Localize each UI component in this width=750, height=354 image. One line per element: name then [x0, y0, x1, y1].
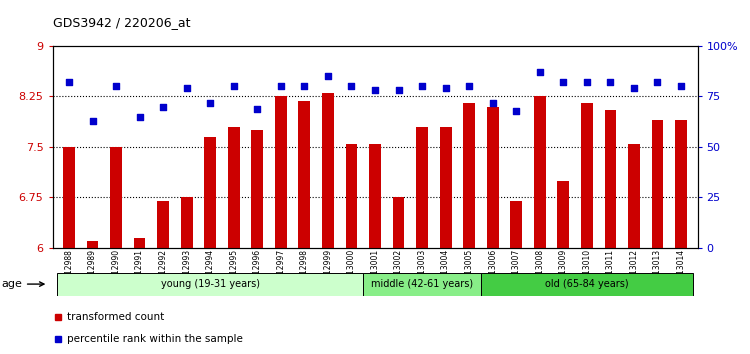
Point — [557, 80, 569, 85]
Bar — [581, 103, 592, 248]
Point — [274, 84, 286, 89]
Point — [534, 69, 546, 75]
Text: middle (42-61 years): middle (42-61 years) — [371, 279, 473, 289]
Text: percentile rank within the sample: percentile rank within the sample — [67, 334, 242, 344]
Point — [251, 106, 263, 112]
Point — [298, 84, 310, 89]
Bar — [534, 97, 546, 248]
Bar — [510, 201, 522, 248]
Point — [416, 84, 428, 89]
Bar — [298, 101, 310, 248]
Bar — [557, 181, 569, 248]
Bar — [628, 144, 640, 248]
Point — [464, 84, 476, 89]
Bar — [363, 273, 481, 296]
Bar — [110, 147, 122, 248]
Point — [580, 80, 592, 85]
Point — [110, 84, 122, 89]
Bar — [416, 127, 428, 248]
Text: age: age — [1, 279, 44, 289]
Bar — [675, 120, 687, 248]
Bar — [346, 144, 357, 248]
Bar — [134, 238, 146, 248]
Point — [228, 84, 240, 89]
Point — [86, 118, 98, 124]
Point — [510, 108, 522, 113]
Point — [440, 86, 452, 91]
Bar — [481, 273, 693, 296]
Bar — [487, 107, 499, 248]
Bar — [604, 110, 616, 248]
Bar — [204, 137, 216, 248]
Point — [346, 84, 358, 89]
Bar — [440, 127, 452, 248]
Point — [392, 87, 404, 93]
Point — [628, 86, 640, 91]
Text: GDS3942 / 220206_at: GDS3942 / 220206_at — [53, 16, 190, 29]
Point — [134, 114, 146, 119]
Point — [158, 104, 170, 109]
Point — [322, 73, 334, 79]
Bar — [464, 103, 475, 248]
Bar — [57, 273, 363, 296]
Bar — [158, 201, 169, 248]
Bar — [652, 120, 663, 248]
Text: young (19-31 years): young (19-31 years) — [160, 279, 260, 289]
Text: old (65-84 years): old (65-84 years) — [545, 279, 628, 289]
Bar — [369, 144, 381, 248]
Point — [604, 80, 616, 85]
Bar — [393, 198, 404, 248]
Point — [487, 100, 499, 105]
Bar — [322, 93, 334, 248]
Bar — [181, 198, 193, 248]
Bar — [87, 241, 98, 248]
Point — [63, 80, 75, 85]
Bar — [228, 127, 240, 248]
Bar — [251, 130, 263, 248]
Point — [369, 87, 381, 93]
Point — [652, 80, 664, 85]
Text: transformed count: transformed count — [67, 312, 164, 322]
Point — [675, 84, 687, 89]
Point — [204, 100, 216, 105]
Bar — [63, 147, 75, 248]
Point — [181, 86, 193, 91]
Bar — [275, 97, 286, 248]
